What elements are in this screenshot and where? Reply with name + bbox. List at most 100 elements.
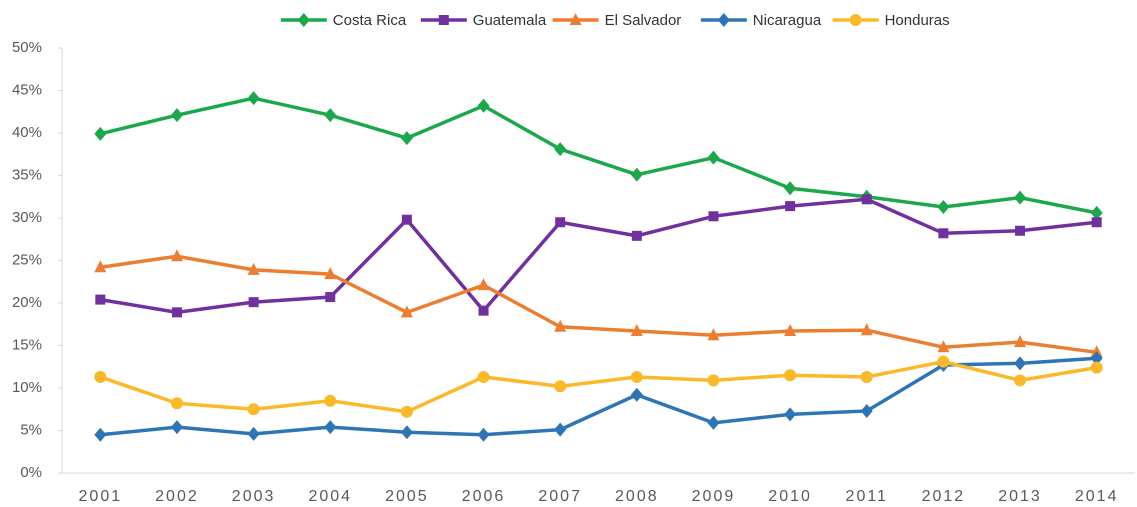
marker (477, 427, 490, 442)
series-line (100, 356, 1097, 437)
legend-label: El Salvador (605, 12, 682, 29)
x-tick-label: 2001 (79, 488, 123, 505)
marker (554, 422, 567, 437)
marker (170, 249, 183, 262)
x-tick-label: 2005 (385, 488, 429, 505)
marker (401, 214, 412, 225)
marker (400, 131, 413, 146)
legend-item: Guatemala (420, 12, 547, 29)
marker (707, 415, 720, 430)
marker (94, 126, 107, 141)
legend-item: Costa Rica (280, 12, 407, 29)
legend-marker (849, 14, 862, 26)
marker (477, 278, 490, 291)
legend-marker (438, 15, 449, 25)
marker (94, 260, 107, 273)
marker (630, 370, 643, 383)
y-tick-label: 30% (12, 209, 42, 226)
marker (400, 425, 413, 440)
marker (1014, 335, 1027, 348)
marker (554, 142, 567, 157)
marker (1090, 351, 1103, 366)
series-line (100, 254, 1097, 355)
marker (400, 305, 413, 318)
marker (247, 262, 260, 275)
marker (170, 108, 183, 123)
legend-label: Guatemala (473, 12, 547, 29)
y-tick-label: 20% (12, 294, 42, 311)
marker (707, 328, 720, 341)
marker (1014, 374, 1027, 387)
x-tick-label: 2012 (922, 488, 966, 505)
marker (785, 201, 796, 212)
x-tick-label: 2002 (155, 488, 199, 505)
marker (171, 307, 182, 318)
x-tick-label: 2008 (615, 488, 659, 505)
marker (1090, 361, 1103, 374)
y-tick-label: 25% (12, 251, 42, 268)
marker (1090, 205, 1103, 220)
marker (324, 108, 337, 123)
marker (937, 355, 950, 368)
marker (94, 370, 107, 383)
marker (630, 387, 643, 402)
series-line (99, 359, 1097, 414)
legend-item: El Salvador (552, 12, 682, 29)
marker (861, 194, 872, 205)
x-tick-label: 2010 (768, 488, 812, 505)
marker (1014, 190, 1027, 205)
y-tick-label: 0% (20, 464, 42, 481)
marker (325, 292, 336, 303)
marker (477, 370, 490, 383)
marker (554, 319, 567, 332)
marker (95, 294, 106, 305)
marker (860, 370, 873, 383)
marker (248, 297, 259, 308)
legend-item: Honduras (832, 12, 950, 29)
marker (937, 199, 950, 214)
marker (1015, 225, 1026, 236)
series-line (99, 96, 1098, 215)
marker (247, 91, 260, 106)
marker (630, 167, 643, 182)
marker (860, 403, 873, 418)
marker (247, 403, 260, 416)
series-line (100, 197, 1097, 315)
marker (784, 369, 797, 382)
marker (478, 305, 489, 316)
marker (400, 405, 413, 418)
marker (630, 324, 643, 337)
y-tick-label: 40% (12, 124, 42, 141)
marker (1091, 217, 1102, 228)
y-tick-label: 15% (12, 336, 42, 353)
marker (707, 374, 720, 387)
marker (170, 420, 183, 435)
y-tick-label: 45% (12, 81, 42, 98)
legend-marker (717, 13, 730, 27)
marker (555, 217, 566, 228)
marker (784, 407, 797, 422)
y-tick-label: 10% (12, 379, 42, 396)
legend-marker (297, 13, 310, 27)
marker (937, 340, 950, 353)
marker (170, 397, 183, 410)
marker (94, 427, 107, 442)
x-tick-label: 2013 (998, 488, 1042, 505)
marker (938, 228, 949, 239)
marker (324, 420, 337, 435)
marker (631, 230, 642, 241)
marker (708, 211, 719, 222)
marker (247, 426, 260, 441)
marker (784, 181, 797, 196)
x-tick-label: 2009 (692, 488, 736, 505)
y-tick-label: 50% (12, 39, 42, 56)
legend-marker (569, 13, 582, 25)
marker (707, 150, 720, 165)
marker (860, 323, 873, 336)
legend-label: Honduras (885, 12, 950, 29)
marker (324, 394, 337, 407)
x-tick-label: 2007 (538, 488, 582, 505)
x-tick-label: 2006 (462, 488, 506, 505)
marker (554, 380, 567, 393)
